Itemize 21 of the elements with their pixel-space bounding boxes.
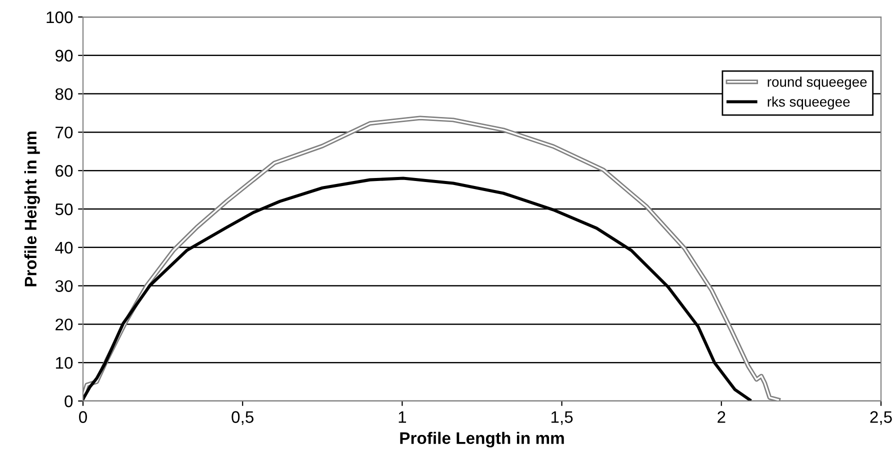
y-tick-label: 80	[55, 88, 73, 100]
legend-label: round squeegee	[768, 76, 867, 90]
x-tick-label: 2,5	[870, 411, 892, 425]
y-tick-label: 60	[56, 165, 73, 177]
x-tick-label: 1	[398, 411, 406, 423]
y-tick-label: 90	[56, 50, 73, 62]
y-tick-label: 10	[56, 357, 73, 369]
y-tick-label: 40	[55, 242, 73, 254]
y-axis-title: Profile Height in µm	[24, 132, 40, 286]
y-tick-label: 30	[55, 280, 73, 292]
x-axis-title: Profile Length in mm	[400, 432, 564, 448]
legend-label: rks squeegee	[768, 96, 850, 110]
x-tick-label: 0,5	[232, 411, 254, 425]
x-tick-label: 0	[79, 411, 87, 423]
y-tick-label: 100	[46, 11, 73, 24]
y-tick-label: 20	[56, 318, 73, 330]
y-tick-label: 0	[64, 395, 73, 408]
x-tick-label: 2	[718, 411, 726, 423]
y-tick-label: 70	[56, 126, 73, 138]
y-tick-label: 50	[55, 203, 73, 216]
x-tick-label: 1,5	[551, 411, 573, 425]
